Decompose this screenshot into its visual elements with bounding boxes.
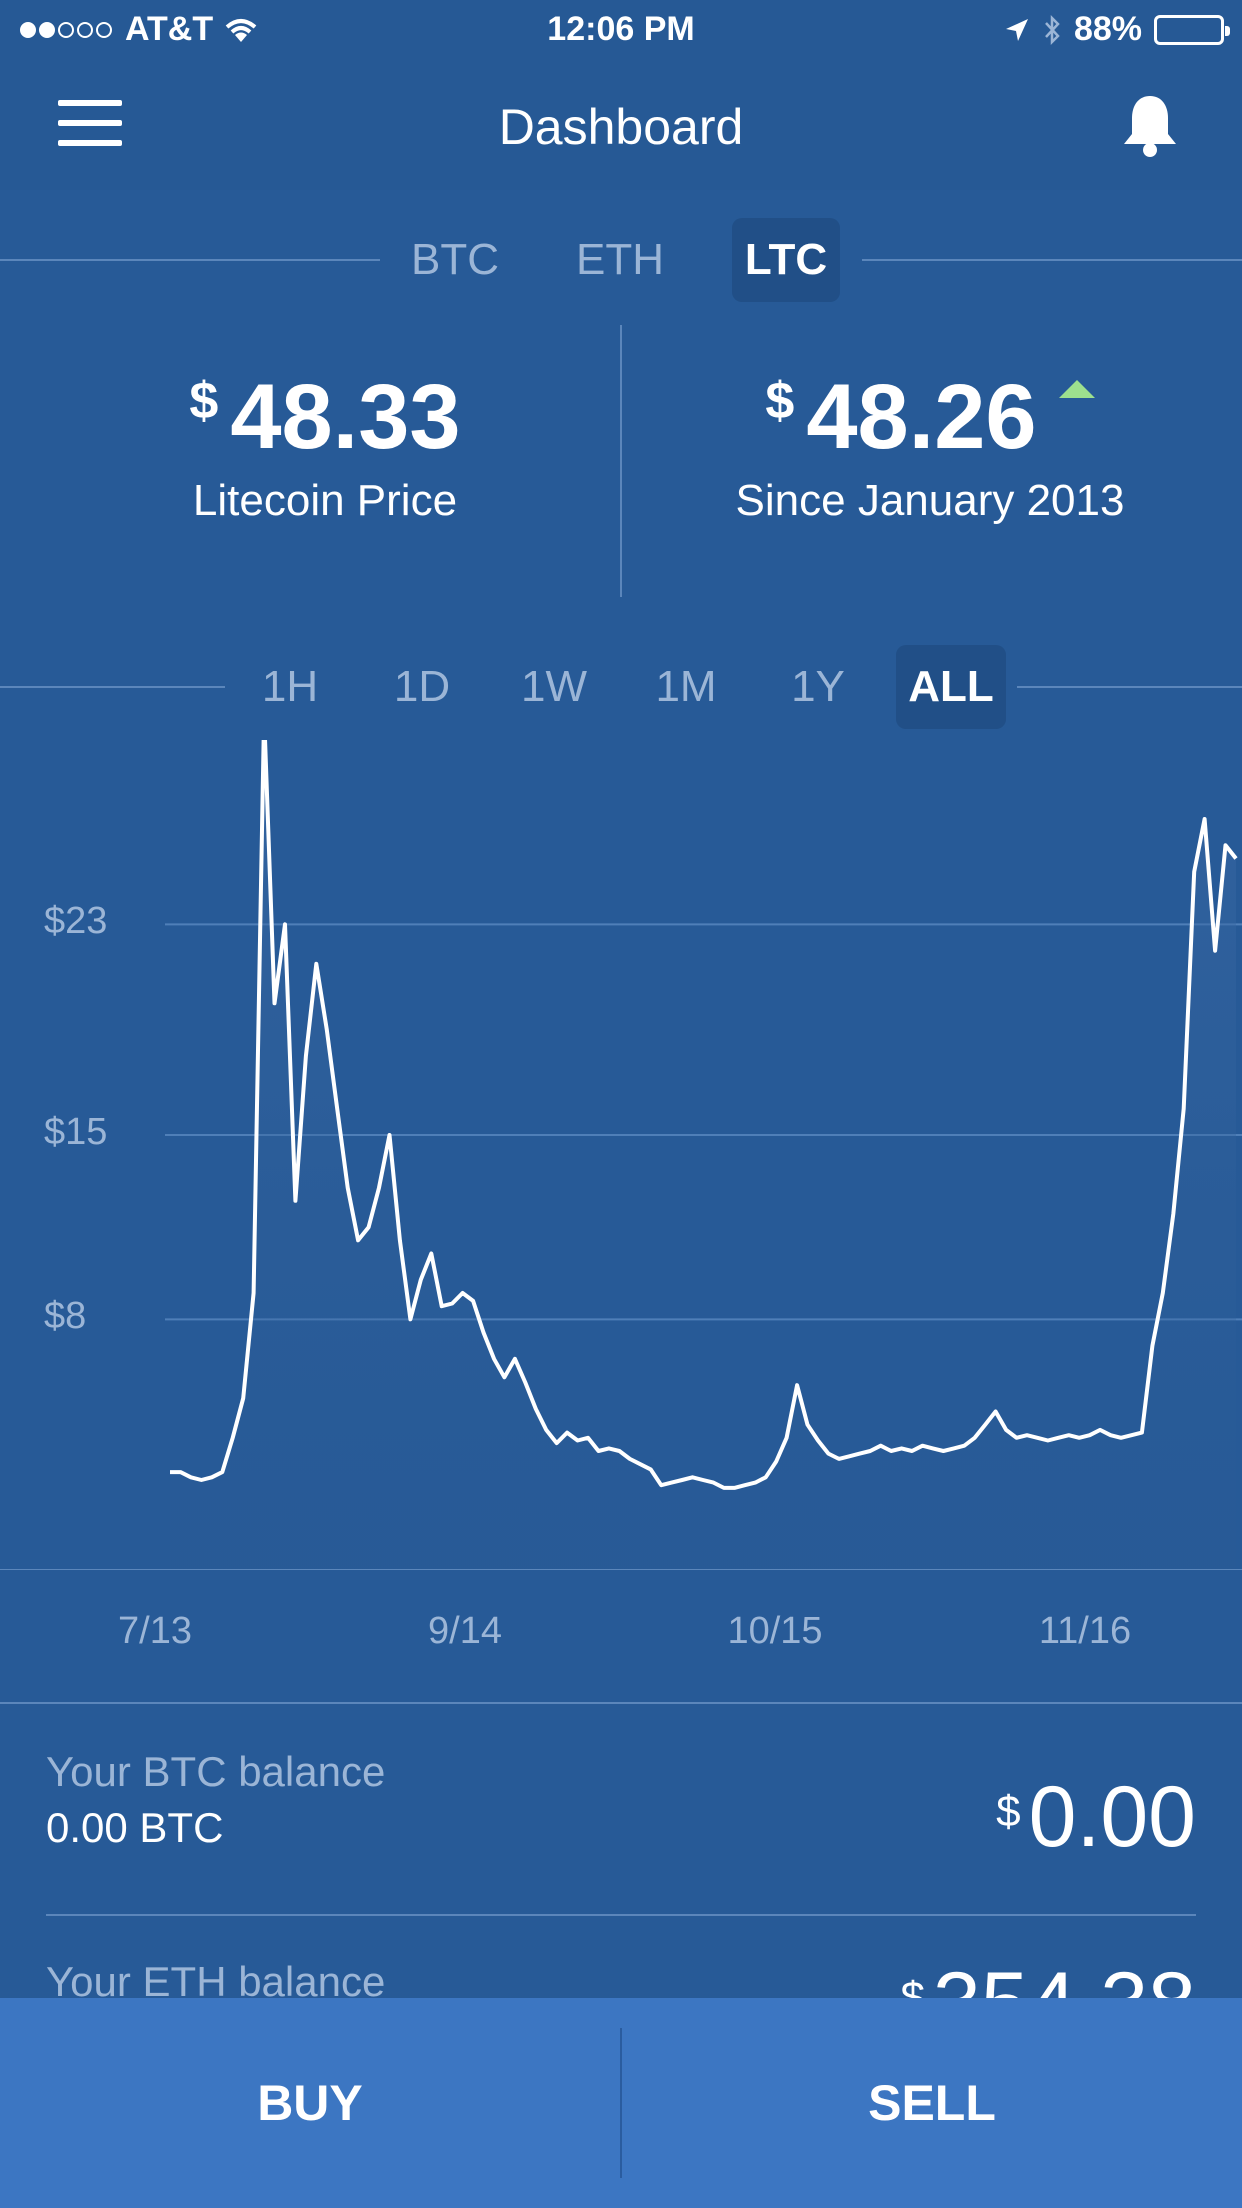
tab-ltc[interactable]: LTC [732, 218, 840, 302]
tabs-line-right [862, 259, 1242, 261]
page-title: Dashboard [498, 99, 744, 155]
x-tick-label: 11/16 [1038, 1610, 1132, 1652]
price-change-label: Since January 2013 [735, 476, 1125, 525]
btc-balance-usd: $0.00 [996, 1769, 1196, 1865]
y-tick-label: $15 [44, 1111, 108, 1153]
tabs-line-left [0, 259, 380, 261]
price-line [170, 740, 1238, 1490]
balances: Your BTC balance 0.00 BTC $0.00 Your ETH… [0, 1700, 1242, 2051]
status-right: 88% [1004, 10, 1230, 49]
price-area [170, 740, 1236, 1570]
bluetooth-icon [1045, 14, 1060, 45]
signal-strength-icon [20, 21, 115, 38]
trend-up-icon [1058, 380, 1095, 398]
current-price-label: Litecoin Price [192, 476, 458, 525]
range-line-right [1017, 686, 1242, 688]
coin-tabs: BTC ETH LTC [0, 218, 1242, 302]
carrier-label: AT&T [125, 10, 214, 48]
nav-bar: Dashboard [0, 60, 1242, 190]
tab-btc[interactable]: BTC [411, 235, 499, 284]
status-left: AT&T [20, 10, 259, 49]
price-change-block: $48.26 Since January 2013 [620, 365, 1240, 526]
top-bar: AT&T 12:06 PM 88% Dashboard [0, 0, 1242, 190]
balance-separator [46, 1914, 1196, 1916]
x-tick-label: 10/15 [727, 1610, 823, 1652]
battery-icon [1154, 14, 1230, 45]
range-line-left [0, 686, 225, 688]
action-bar: BUY SELL [0, 1998, 1242, 2208]
x-tick-label: 9/14 [428, 1610, 502, 1652]
eth-balance-title: Your ETH balance [46, 1958, 386, 2005]
btc-balance-amount: 0.00 BTC [46, 1804, 224, 1851]
wifi-icon [225, 18, 257, 42]
hamburger-menu-icon[interactable] [58, 100, 126, 150]
price-change: $48.26 [765, 365, 1095, 470]
range-tab-1d[interactable]: 1D [393, 662, 451, 711]
bell-icon[interactable] [1114, 90, 1186, 162]
buy-button[interactable]: BUY [257, 2075, 363, 2131]
price-chart[interactable] [0, 740, 1242, 1570]
location-arrow-icon [1005, 18, 1028, 41]
battery-percent: 88% [1073, 10, 1142, 48]
btc-balance-title: Your BTC balance [46, 1748, 386, 1795]
range-tab-1y[interactable]: 1Y [791, 662, 845, 711]
status-time: 12:06 PM [547, 10, 695, 48]
btc-balance-row[interactable]: Your BTC balance 0.00 BTC $0.00 [46, 1748, 1196, 1865]
range-tab-1h[interactable]: 1H [261, 662, 319, 711]
current-price: $48.33 [189, 366, 461, 468]
sell-button[interactable]: SELL [868, 2075, 996, 2131]
price-summary: $48.33 Litecoin Price $48.26 Since Janua… [0, 325, 1242, 597]
x-tick-label: 7/13 [118, 1610, 192, 1652]
range-tabs: 1H 1D 1W 1M 1Y ALL [0, 645, 1242, 729]
y-tick-label: $8 [44, 1295, 87, 1338]
current-price-block: $48.33 Litecoin Price [15, 365, 635, 526]
range-tab-1m[interactable]: 1M [655, 662, 717, 711]
range-tab-1w[interactable]: 1W [521, 662, 587, 711]
chart-bottom-divider [0, 1702, 1242, 1704]
tab-eth[interactable]: ETH [576, 235, 664, 284]
price-divider [620, 325, 622, 597]
range-tab-all[interactable]: ALL [896, 645, 1006, 729]
status-bar: AT&T 12:06 PM 88% [0, 0, 1242, 60]
action-divider [620, 2028, 622, 2178]
y-tick-label: $23 [44, 900, 108, 943]
